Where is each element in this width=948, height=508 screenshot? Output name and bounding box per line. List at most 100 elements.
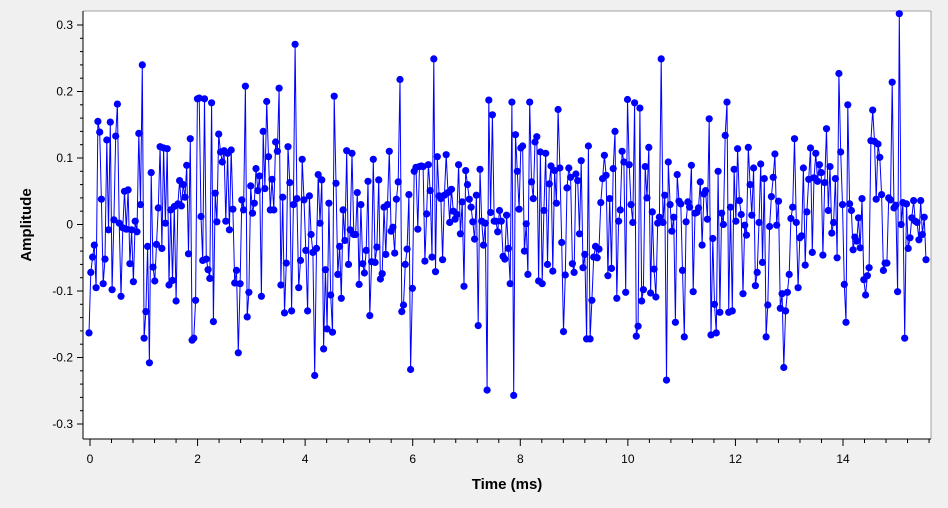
- data-point: [352, 230, 360, 239]
- data-point: [192, 296, 200, 304]
- data-point: [718, 209, 726, 217]
- data-point: [97, 195, 105, 203]
- data-point: [103, 136, 111, 144]
- data-point: [917, 197, 925, 205]
- data-point: [270, 206, 278, 214]
- data-point: [117, 292, 125, 300]
- data-point: [202, 255, 210, 263]
- data-point: [694, 204, 703, 212]
- data-point: [878, 191, 886, 199]
- data-point: [209, 318, 217, 326]
- data-point: [812, 149, 820, 157]
- data-point: [334, 270, 342, 278]
- data-point: [726, 203, 735, 211]
- data-point: [503, 211, 511, 219]
- data-point: [538, 280, 546, 288]
- data-point: [709, 234, 717, 243]
- data-point: [837, 148, 845, 156]
- data-point: [575, 230, 584, 238]
- data-point: [894, 288, 902, 296]
- x-tick-label: 0: [87, 452, 94, 466]
- data-point: [581, 250, 589, 258]
- data-point: [872, 195, 880, 203]
- data-point: [799, 164, 808, 172]
- data-point: [206, 274, 214, 282]
- data-point: [883, 259, 891, 267]
- data-point: [129, 278, 137, 286]
- data-point: [241, 82, 249, 90]
- data-point: [647, 289, 655, 297]
- data-point: [492, 217, 500, 225]
- data-point: [822, 125, 831, 133]
- data-point: [721, 131, 729, 139]
- data-point: [168, 276, 177, 284]
- data-point: [506, 280, 514, 288]
- data-point: [104, 226, 113, 234]
- data-point: [136, 201, 145, 209]
- data-point: [316, 219, 324, 227]
- data-point: [487, 208, 495, 217]
- data-point: [405, 191, 413, 199]
- data-point: [561, 271, 569, 279]
- data-point: [394, 178, 402, 186]
- data-point: [854, 214, 863, 222]
- data-point: [314, 171, 322, 179]
- data-point: [213, 218, 221, 226]
- data-point: [147, 169, 155, 177]
- data-point: [641, 163, 649, 171]
- data-point: [401, 260, 409, 268]
- data-point: [99, 280, 107, 288]
- data-point: [629, 218, 637, 227]
- data-point: [652, 293, 660, 301]
- data-point: [835, 69, 843, 78]
- data-point: [357, 201, 365, 209]
- data-point: [792, 218, 800, 227]
- data-point: [257, 292, 265, 300]
- data-point: [750, 164, 758, 172]
- data-point: [355, 280, 363, 288]
- data-point: [186, 135, 194, 143]
- data-point: [549, 267, 557, 275]
- data-point: [574, 177, 582, 185]
- y-tick-label: 0.3: [56, 18, 73, 32]
- data-point: [421, 257, 429, 265]
- data-point: [643, 194, 651, 202]
- data-point: [577, 157, 585, 165]
- data-point: [447, 185, 456, 193]
- data-point: [620, 158, 628, 166]
- data-point: [439, 256, 447, 264]
- y-axis-title: Amplitude: [18, 188, 35, 261]
- data-point: [634, 322, 642, 330]
- data-point: [904, 244, 912, 252]
- data-point: [184, 250, 193, 258]
- data-point: [245, 288, 253, 296]
- data-point: [627, 201, 635, 209]
- data-point: [579, 264, 587, 272]
- data-point: [488, 111, 496, 119]
- data-point: [462, 167, 470, 175]
- data-point: [668, 227, 676, 235]
- data-point: [300, 196, 308, 204]
- data-point: [403, 245, 411, 253]
- data-point: [90, 241, 98, 249]
- data-point: [632, 332, 640, 340]
- data-point: [254, 187, 262, 195]
- data-point: [808, 248, 816, 256]
- data-point: [794, 284, 802, 292]
- data-point: [366, 312, 374, 320]
- data-point: [527, 178, 536, 186]
- data-point: [163, 145, 171, 153]
- data-point: [481, 219, 489, 227]
- data-point: [686, 203, 694, 211]
- data-point: [540, 206, 548, 215]
- data-point: [844, 101, 852, 109]
- data-point: [348, 149, 356, 157]
- data-point: [901, 334, 909, 342]
- data-point: [762, 333, 770, 341]
- data-point: [638, 297, 646, 305]
- data-point: [158, 244, 166, 252]
- data-point: [655, 213, 664, 221]
- x-tick-label: 12: [729, 452, 743, 466]
- data-point: [273, 147, 281, 155]
- data-point: [558, 238, 566, 247]
